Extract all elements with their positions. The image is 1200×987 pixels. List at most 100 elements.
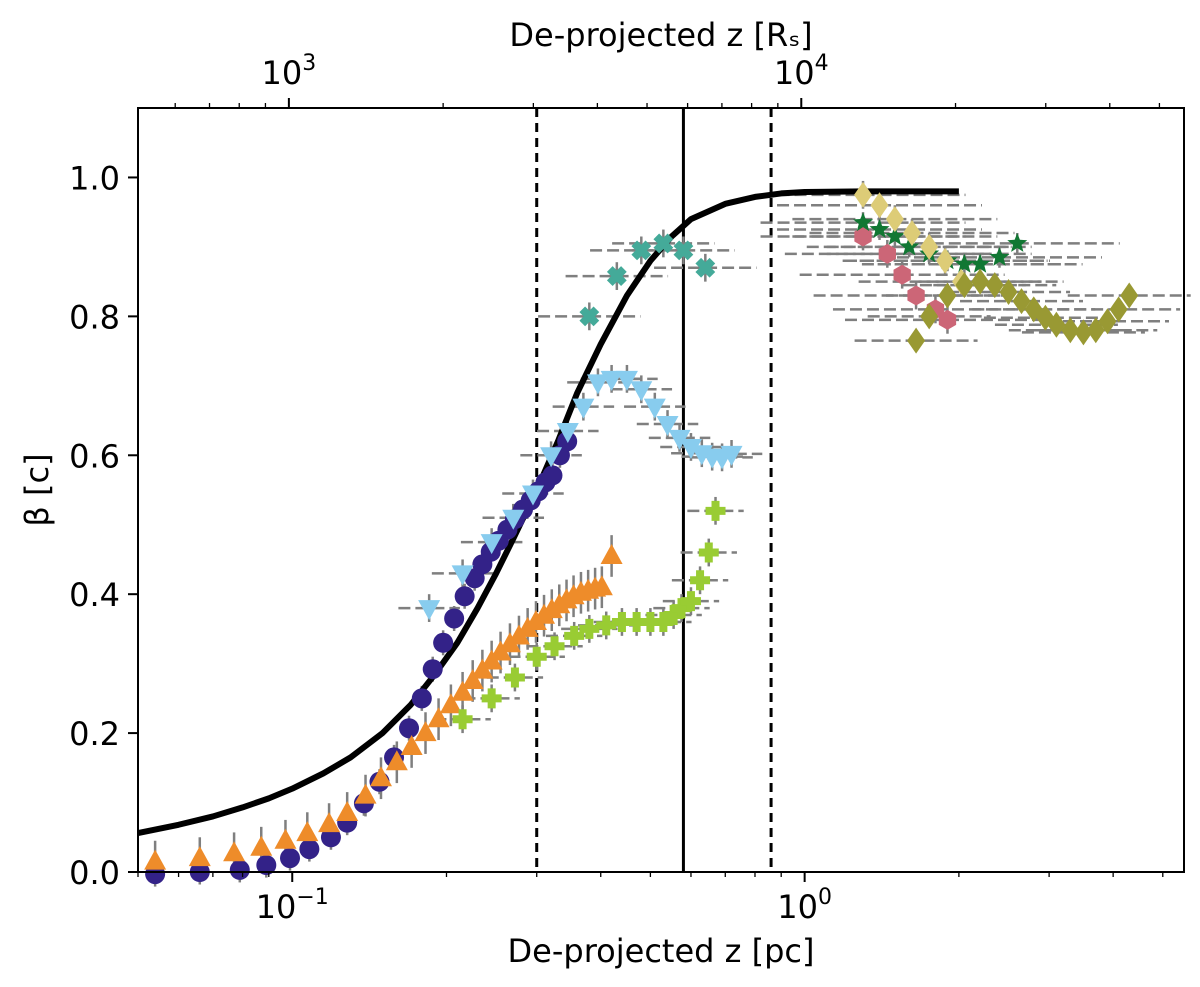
data-point xyxy=(907,285,925,306)
data-point xyxy=(1120,282,1139,309)
data-point xyxy=(256,855,277,876)
data-point xyxy=(439,693,462,714)
data-point xyxy=(600,543,623,564)
data-point xyxy=(354,783,377,804)
data-point xyxy=(854,181,873,208)
data-point xyxy=(907,327,926,354)
data-point xyxy=(223,841,246,862)
data-point xyxy=(590,575,613,596)
data-point xyxy=(985,272,1004,299)
data-point xyxy=(653,233,674,254)
data-point xyxy=(854,226,872,247)
data-point xyxy=(544,636,565,657)
data-point xyxy=(399,718,420,739)
plot-frame xyxy=(137,107,1185,873)
x-axis-label: De-projected z [pc] xyxy=(508,932,815,970)
data-point xyxy=(586,374,609,395)
data-point xyxy=(579,306,600,327)
data-point xyxy=(853,212,874,232)
data-point xyxy=(296,821,319,842)
data-point xyxy=(899,236,920,256)
data-point xyxy=(556,422,579,443)
y-tick-label: 0.8 xyxy=(69,298,120,336)
data-point xyxy=(461,669,484,689)
data-point xyxy=(1109,296,1128,323)
data-point xyxy=(542,465,563,486)
data-point xyxy=(422,659,443,680)
data-point xyxy=(299,839,320,860)
data-point xyxy=(336,800,359,821)
data-point xyxy=(884,225,905,245)
data-point xyxy=(920,233,939,260)
y-tick-label: 1.0 xyxy=(69,159,120,197)
data-point xyxy=(320,827,341,848)
data-point xyxy=(989,246,1010,266)
data-point xyxy=(229,859,250,880)
data-point xyxy=(626,611,647,632)
data-point xyxy=(1098,308,1117,335)
data-point xyxy=(936,247,955,274)
data-point xyxy=(1061,317,1080,344)
data-point xyxy=(878,243,896,264)
data-point xyxy=(1074,319,1093,346)
x-tick-label: 10−1 xyxy=(256,885,329,926)
data-point xyxy=(673,240,694,261)
data-point xyxy=(433,632,454,653)
data-point xyxy=(720,445,743,466)
data-point xyxy=(885,206,904,233)
data-point xyxy=(600,370,623,391)
data-point xyxy=(521,485,544,506)
markers xyxy=(144,181,1139,885)
data-point xyxy=(454,586,475,607)
data-point xyxy=(870,192,889,219)
data-point xyxy=(640,611,661,632)
data-point xyxy=(564,625,585,646)
data-point xyxy=(1047,311,1066,338)
y-tick-label: 0.0 xyxy=(69,854,120,892)
data-point xyxy=(938,309,957,330)
y-tick-label: 0.6 xyxy=(69,437,120,475)
top-tick-label: 104 xyxy=(774,51,829,92)
data-point xyxy=(606,266,627,286)
data-point xyxy=(630,381,653,402)
data-point xyxy=(653,611,674,632)
data-point xyxy=(999,279,1018,306)
data-point xyxy=(970,253,991,273)
data-point xyxy=(385,750,408,771)
data-point xyxy=(679,438,702,459)
data-point xyxy=(920,303,939,330)
data-point xyxy=(596,615,617,636)
data-point xyxy=(698,542,719,563)
data-point xyxy=(611,611,632,632)
y-axis-label: β [c] xyxy=(18,453,56,526)
data-point xyxy=(615,370,638,391)
data-point xyxy=(400,734,423,755)
data-point xyxy=(318,812,341,833)
data-point xyxy=(369,766,392,787)
data-point xyxy=(656,416,679,437)
data-point xyxy=(643,398,666,419)
data-point xyxy=(631,240,652,261)
data-point xyxy=(680,591,701,612)
plot-area xyxy=(137,108,1191,887)
data-point xyxy=(280,848,301,869)
top-x-axis-label: De-projected z [Rₛ] xyxy=(509,16,812,54)
data-point xyxy=(451,565,474,586)
data-point xyxy=(444,608,465,629)
data-point xyxy=(480,534,503,555)
data-point xyxy=(418,600,441,621)
data-point xyxy=(481,688,502,709)
data-point xyxy=(869,219,890,239)
data-point xyxy=(572,398,595,419)
data-point xyxy=(955,272,974,299)
data-point xyxy=(540,447,563,468)
top-tick-label: 103 xyxy=(262,51,317,92)
data-point xyxy=(452,709,473,730)
data-point xyxy=(668,429,691,450)
data-point xyxy=(144,849,167,870)
data-point xyxy=(1012,288,1031,315)
data-point xyxy=(690,570,711,591)
data-point xyxy=(671,598,692,619)
data-point xyxy=(971,268,990,295)
